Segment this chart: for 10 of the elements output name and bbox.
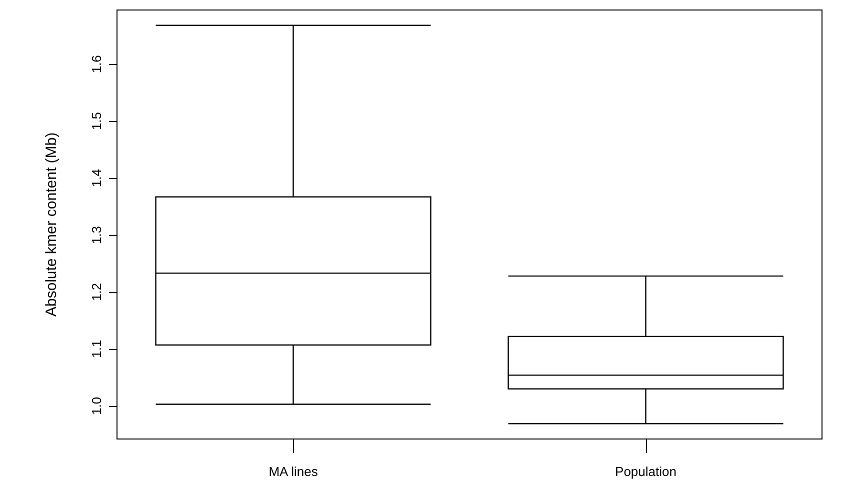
y-tick-label: 1.4 — [89, 169, 104, 188]
y-tick-label: 1.2 — [89, 282, 104, 302]
y-tick-label: 1.3 — [89, 226, 104, 244]
y-tick-label: 1.1 — [89, 340, 104, 358]
x-tick-label: MA lines — [268, 464, 318, 479]
y-tick-label: 1.0 — [89, 396, 104, 415]
y-axis-title: Absolute kmer content (Mb) — [43, 132, 60, 317]
y-tick-label: 1.5 — [89, 112, 104, 130]
y-tick-label: 1.6 — [89, 55, 104, 74]
x-tick-label: Population — [615, 464, 676, 479]
